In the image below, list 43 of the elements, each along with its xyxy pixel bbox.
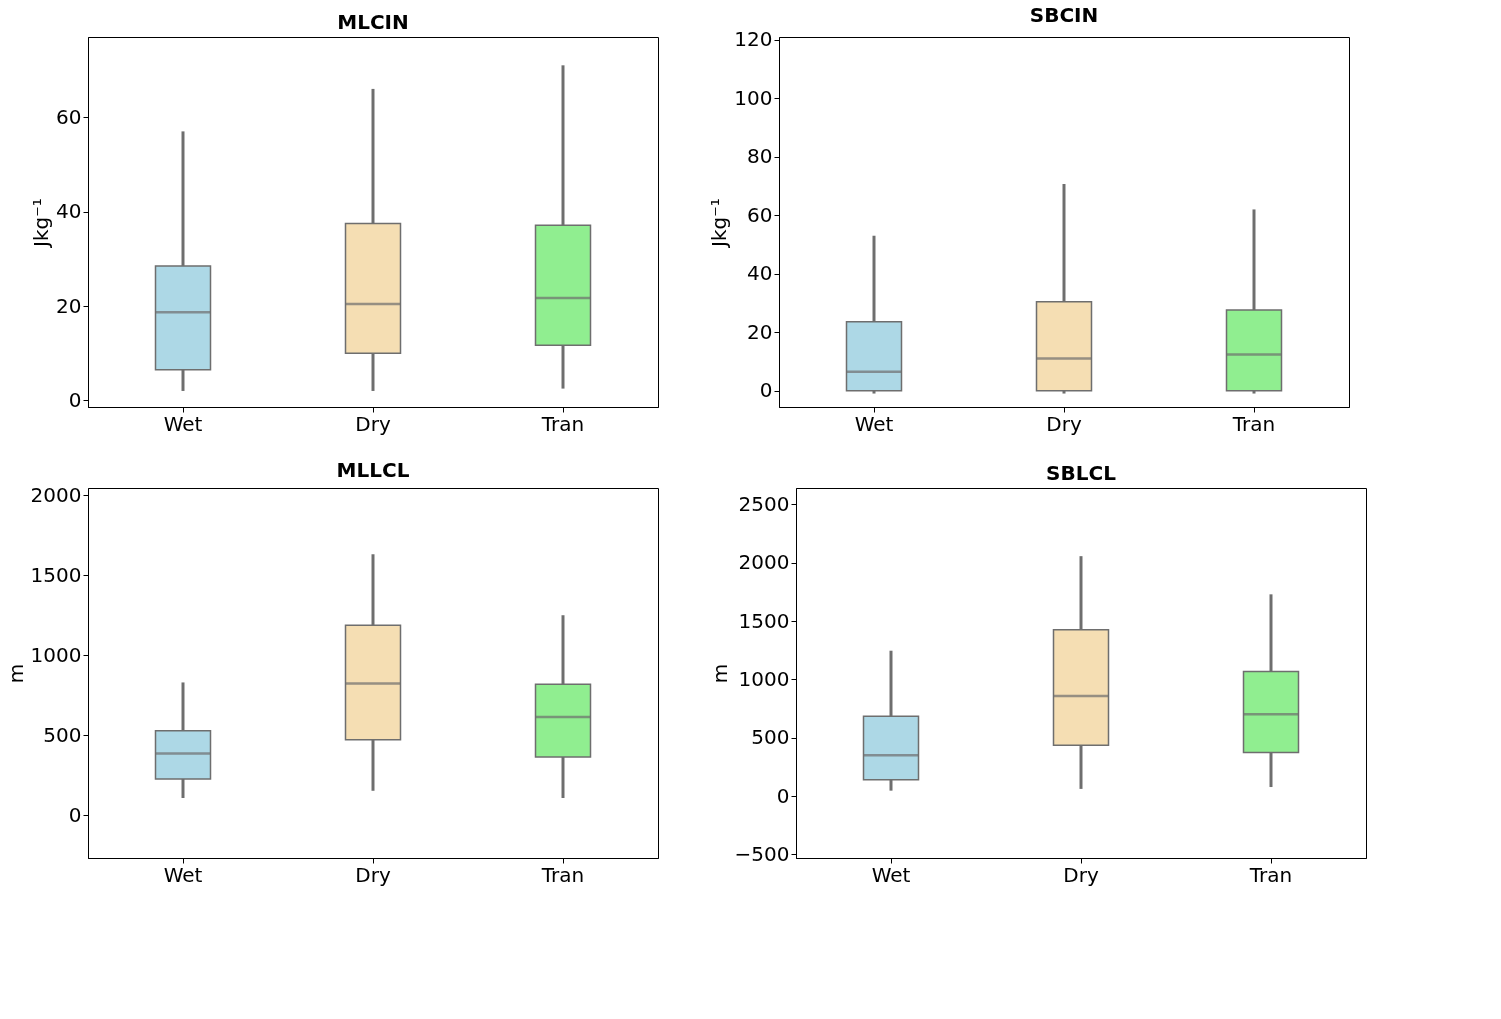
y-tick-label: 60 xyxy=(747,202,773,227)
y-tick-label: 1000 xyxy=(738,666,790,691)
y-tick-label: 40 xyxy=(747,261,773,286)
x-tick-label: Tran xyxy=(1231,411,1276,436)
y-tick-label: 20 xyxy=(56,293,82,318)
chart-title: SBLCL xyxy=(1046,461,1117,485)
y-tick-label: 0 xyxy=(68,802,82,827)
x-tick-label: Tran xyxy=(540,862,585,887)
y-tick-label: 40 xyxy=(56,199,82,224)
y-tick-label: 0 xyxy=(776,783,790,808)
y-tick-label: 20 xyxy=(747,319,773,344)
chart-title: SBCIN xyxy=(1029,2,1099,27)
x-tick-label: Wet xyxy=(163,862,203,887)
chart-title: MLLCL xyxy=(336,458,410,483)
y-tick-label: −500 xyxy=(734,842,790,866)
y-tick-label: 500 xyxy=(43,722,82,747)
x-tick-label: Tran xyxy=(1248,862,1293,887)
x-tick-label: Dry xyxy=(1046,411,1082,436)
y-tick-label: 1500 xyxy=(738,608,790,633)
y-tick-label: 1000 xyxy=(30,642,82,667)
y-tick-label: 2000 xyxy=(30,482,82,507)
x-tick-label: Dry xyxy=(1063,862,1099,887)
y-tick-label: 60 xyxy=(56,104,82,129)
y-tick-label: 0 xyxy=(759,378,773,403)
y-tick-label: 2000 xyxy=(738,550,790,575)
y-axis-title: Jkg⁻¹ xyxy=(29,198,54,249)
x-tick-label: Dry xyxy=(355,411,391,436)
y-tick-label: 1500 xyxy=(30,562,82,587)
x-tick-label: Dry xyxy=(355,862,391,887)
x-tick-label: Wet xyxy=(854,411,894,436)
y-tick-label: 100 xyxy=(734,85,773,110)
y-tick-label: 500 xyxy=(751,725,790,750)
chart-title: MLCIN xyxy=(337,10,409,34)
x-tick-label: Wet xyxy=(871,862,911,887)
y-tick-label: 120 xyxy=(734,27,773,52)
y-tick-label: 0 xyxy=(68,387,82,412)
y-axis-title: m xyxy=(707,663,732,684)
y-tick-label: 2500 xyxy=(738,491,790,516)
x-tick-label: Wet xyxy=(163,411,203,436)
y-tick-label: 80 xyxy=(747,144,773,169)
x-tick-label: Tran xyxy=(540,411,585,436)
y-axis-title: Jkg⁻¹ xyxy=(707,198,732,249)
y-axis-title: m xyxy=(3,663,28,684)
